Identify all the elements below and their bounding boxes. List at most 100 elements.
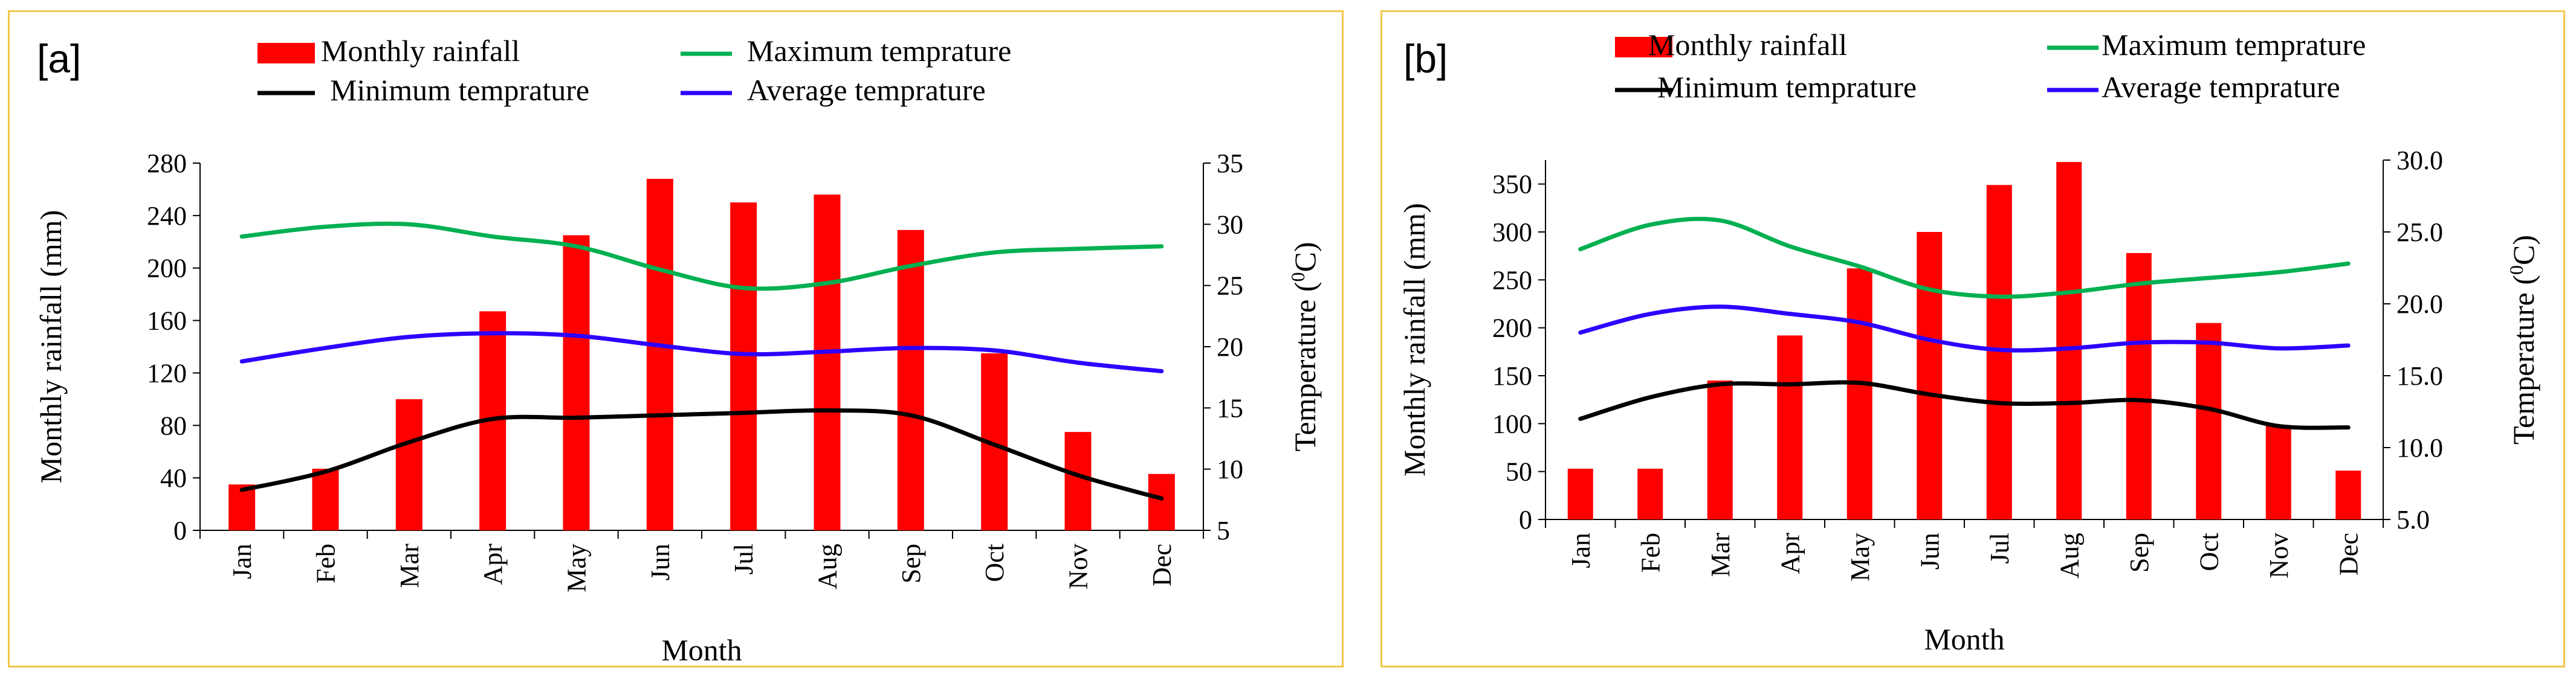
chart-panel-b: [b] Monthly rainfall Maximum temprature Min… [1380, 10, 2565, 667]
y-tick-label: 40 [160, 463, 187, 493]
bar-rainfall-may [1846, 268, 1872, 519]
bar-rainfall-jan [228, 484, 256, 530]
y-tick-label: 50 [1506, 457, 1532, 487]
x-tick-label: Jul [1985, 533, 2015, 564]
bar-rainfall-feb [1637, 468, 1663, 519]
bar-rainfall-oct [2196, 323, 2222, 519]
bar-rainfall-aug [2056, 162, 2082, 519]
x-tick-label: Apr [478, 544, 508, 585]
y-axis-title: Monthly rainfall (mm) [34, 210, 68, 484]
x-tick-label: Jul [729, 544, 759, 574]
y2-tick-label: 35 [1217, 149, 1243, 178]
x-axis-title: Month [661, 633, 742, 667]
y-tick-label: 350 [1492, 170, 1532, 199]
x-tick-label: Jan [1566, 533, 1596, 568]
series-line-average-temprature [239, 331, 1164, 374]
bar-rainfall-may [563, 235, 590, 530]
series-line-maximum-temprature [239, 221, 1164, 291]
x-tick-label: May [562, 544, 592, 593]
y2-axis-title-prefix: Temperature ( [2506, 275, 2540, 445]
legend-label: Minimum temprature [1657, 70, 1917, 104]
x-tick-label: Feb [1636, 533, 1665, 573]
y2-axis-title: Temperature (0C) [1287, 242, 1322, 451]
x-tick-label: Jan [227, 544, 257, 579]
panel-label: [b] [1403, 36, 1448, 81]
y2-tick-label: 10 [1217, 455, 1243, 484]
y2-tick-label: 25.0 [2396, 217, 2443, 247]
y-tick-label: 280 [147, 149, 187, 178]
bar-rainfall-nov [2265, 425, 2291, 519]
x-tick-label: Apr [1775, 533, 1805, 574]
y2-axis-title-prefix: Temperature ( [1288, 281, 1322, 451]
bar-rainfall-apr [1777, 335, 1803, 519]
y-tick-label: 120 [147, 358, 187, 388]
bar-rainfall-mar [395, 399, 422, 530]
bar-rainfall-jan [1567, 468, 1593, 519]
y-tick-label: 160 [147, 306, 187, 336]
y-tick-label: 100 [1492, 409, 1532, 439]
x-tick-label: Dec [2334, 533, 2363, 576]
bar-rainfall-dec [1148, 474, 1175, 530]
chart-a-svg: [a] Monthly rainfall Maximum temprature Min… [34, 34, 1322, 667]
series-line-average-temprature [1578, 304, 2351, 353]
y-tick-label: 250 [1492, 265, 1532, 295]
y2-tick-label: 15.0 [2396, 361, 2443, 391]
x-tick-label: Aug [2054, 533, 2084, 579]
x-tick-label: Oct [980, 544, 1009, 582]
bar-rainfall-nov [1064, 432, 1092, 530]
series-line-minimum-temprature [239, 408, 1164, 501]
bar-rainfall-jul [730, 202, 757, 531]
legend-swatch-rainfall [1615, 37, 1672, 57]
x-tick-label: Feb [311, 544, 341, 584]
legend-swatch-rainfall [257, 43, 315, 63]
chart-b-svg: [b] Monthly rainfall Maximum temprature Min… [1397, 28, 2540, 656]
y-tick-label: 200 [147, 254, 187, 283]
series-line-maximum-temprature [1578, 216, 2351, 299]
x-tick-label: Jun [1915, 533, 1944, 570]
x-tick-label: Sep [2125, 533, 2154, 573]
x-tick-label: Oct [2194, 533, 2224, 571]
series-line-minimum-temprature [1578, 380, 2351, 430]
bar-rainfall-aug [814, 195, 841, 531]
y-tick-label: 0 [1519, 505, 1532, 535]
legend-label: Maximum temprature [2102, 28, 2366, 62]
y-tick-label: 300 [1492, 217, 1532, 247]
y2-axis-title-sup: 0 [2505, 265, 2527, 275]
x-tick-label: Nov [1064, 544, 1093, 590]
x-tick-label: Aug [813, 544, 843, 590]
x-tick-label: Jun [646, 544, 675, 580]
y2-axis-title-suffix: C) [1288, 242, 1322, 272]
bar-rainfall-jun [646, 179, 673, 530]
y2-tick-label: 30.0 [2396, 146, 2443, 175]
y2-axis-title-sup: 0 [1287, 272, 1309, 281]
y-tick-label: 200 [1492, 313, 1532, 343]
x-tick-label: Dec [1147, 544, 1177, 587]
legend-label: Monthly rainfall [321, 34, 520, 68]
y-tick-label: 80 [160, 411, 187, 440]
y2-tick-label: 20 [1217, 332, 1243, 362]
y-tick-label: 240 [147, 201, 187, 231]
y-tick-label: 150 [1492, 361, 1532, 391]
bar-rainfall-jun [1917, 232, 1943, 519]
bar-rainfall-sep [897, 230, 924, 530]
y2-axis-title: Temperature (0C) [2505, 235, 2540, 445]
y2-tick-label: 10.0 [2396, 433, 2443, 463]
y2-tick-label: 25 [1217, 271, 1243, 301]
panel-label: [a] [37, 36, 81, 81]
legend-label: Monthly rainfall [1648, 28, 1847, 62]
y2-tick-label: 20.0 [2396, 289, 2443, 319]
bar-rainfall-feb [312, 468, 339, 530]
bar-rainfall-dec [2335, 471, 2361, 519]
x-tick-label: Mar [1706, 533, 1735, 577]
x-axis-title: Month [1924, 622, 2004, 656]
bar-rainfall-mar [1707, 380, 1733, 519]
y2-axis-title-suffix: C) [2506, 235, 2540, 265]
x-tick-label: Mar [395, 544, 424, 588]
legend-label: Maximum temprature [747, 34, 1011, 68]
y2-tick-label: 30 [1217, 210, 1243, 239]
x-tick-label: May [1845, 533, 1875, 582]
y-axis-title: Monthly rainfall (mm) [1397, 203, 1431, 477]
y2-tick-label: 5.0 [2396, 505, 2430, 535]
x-tick-label: Sep [896, 544, 926, 584]
y2-tick-label: 5 [1217, 516, 1230, 545]
